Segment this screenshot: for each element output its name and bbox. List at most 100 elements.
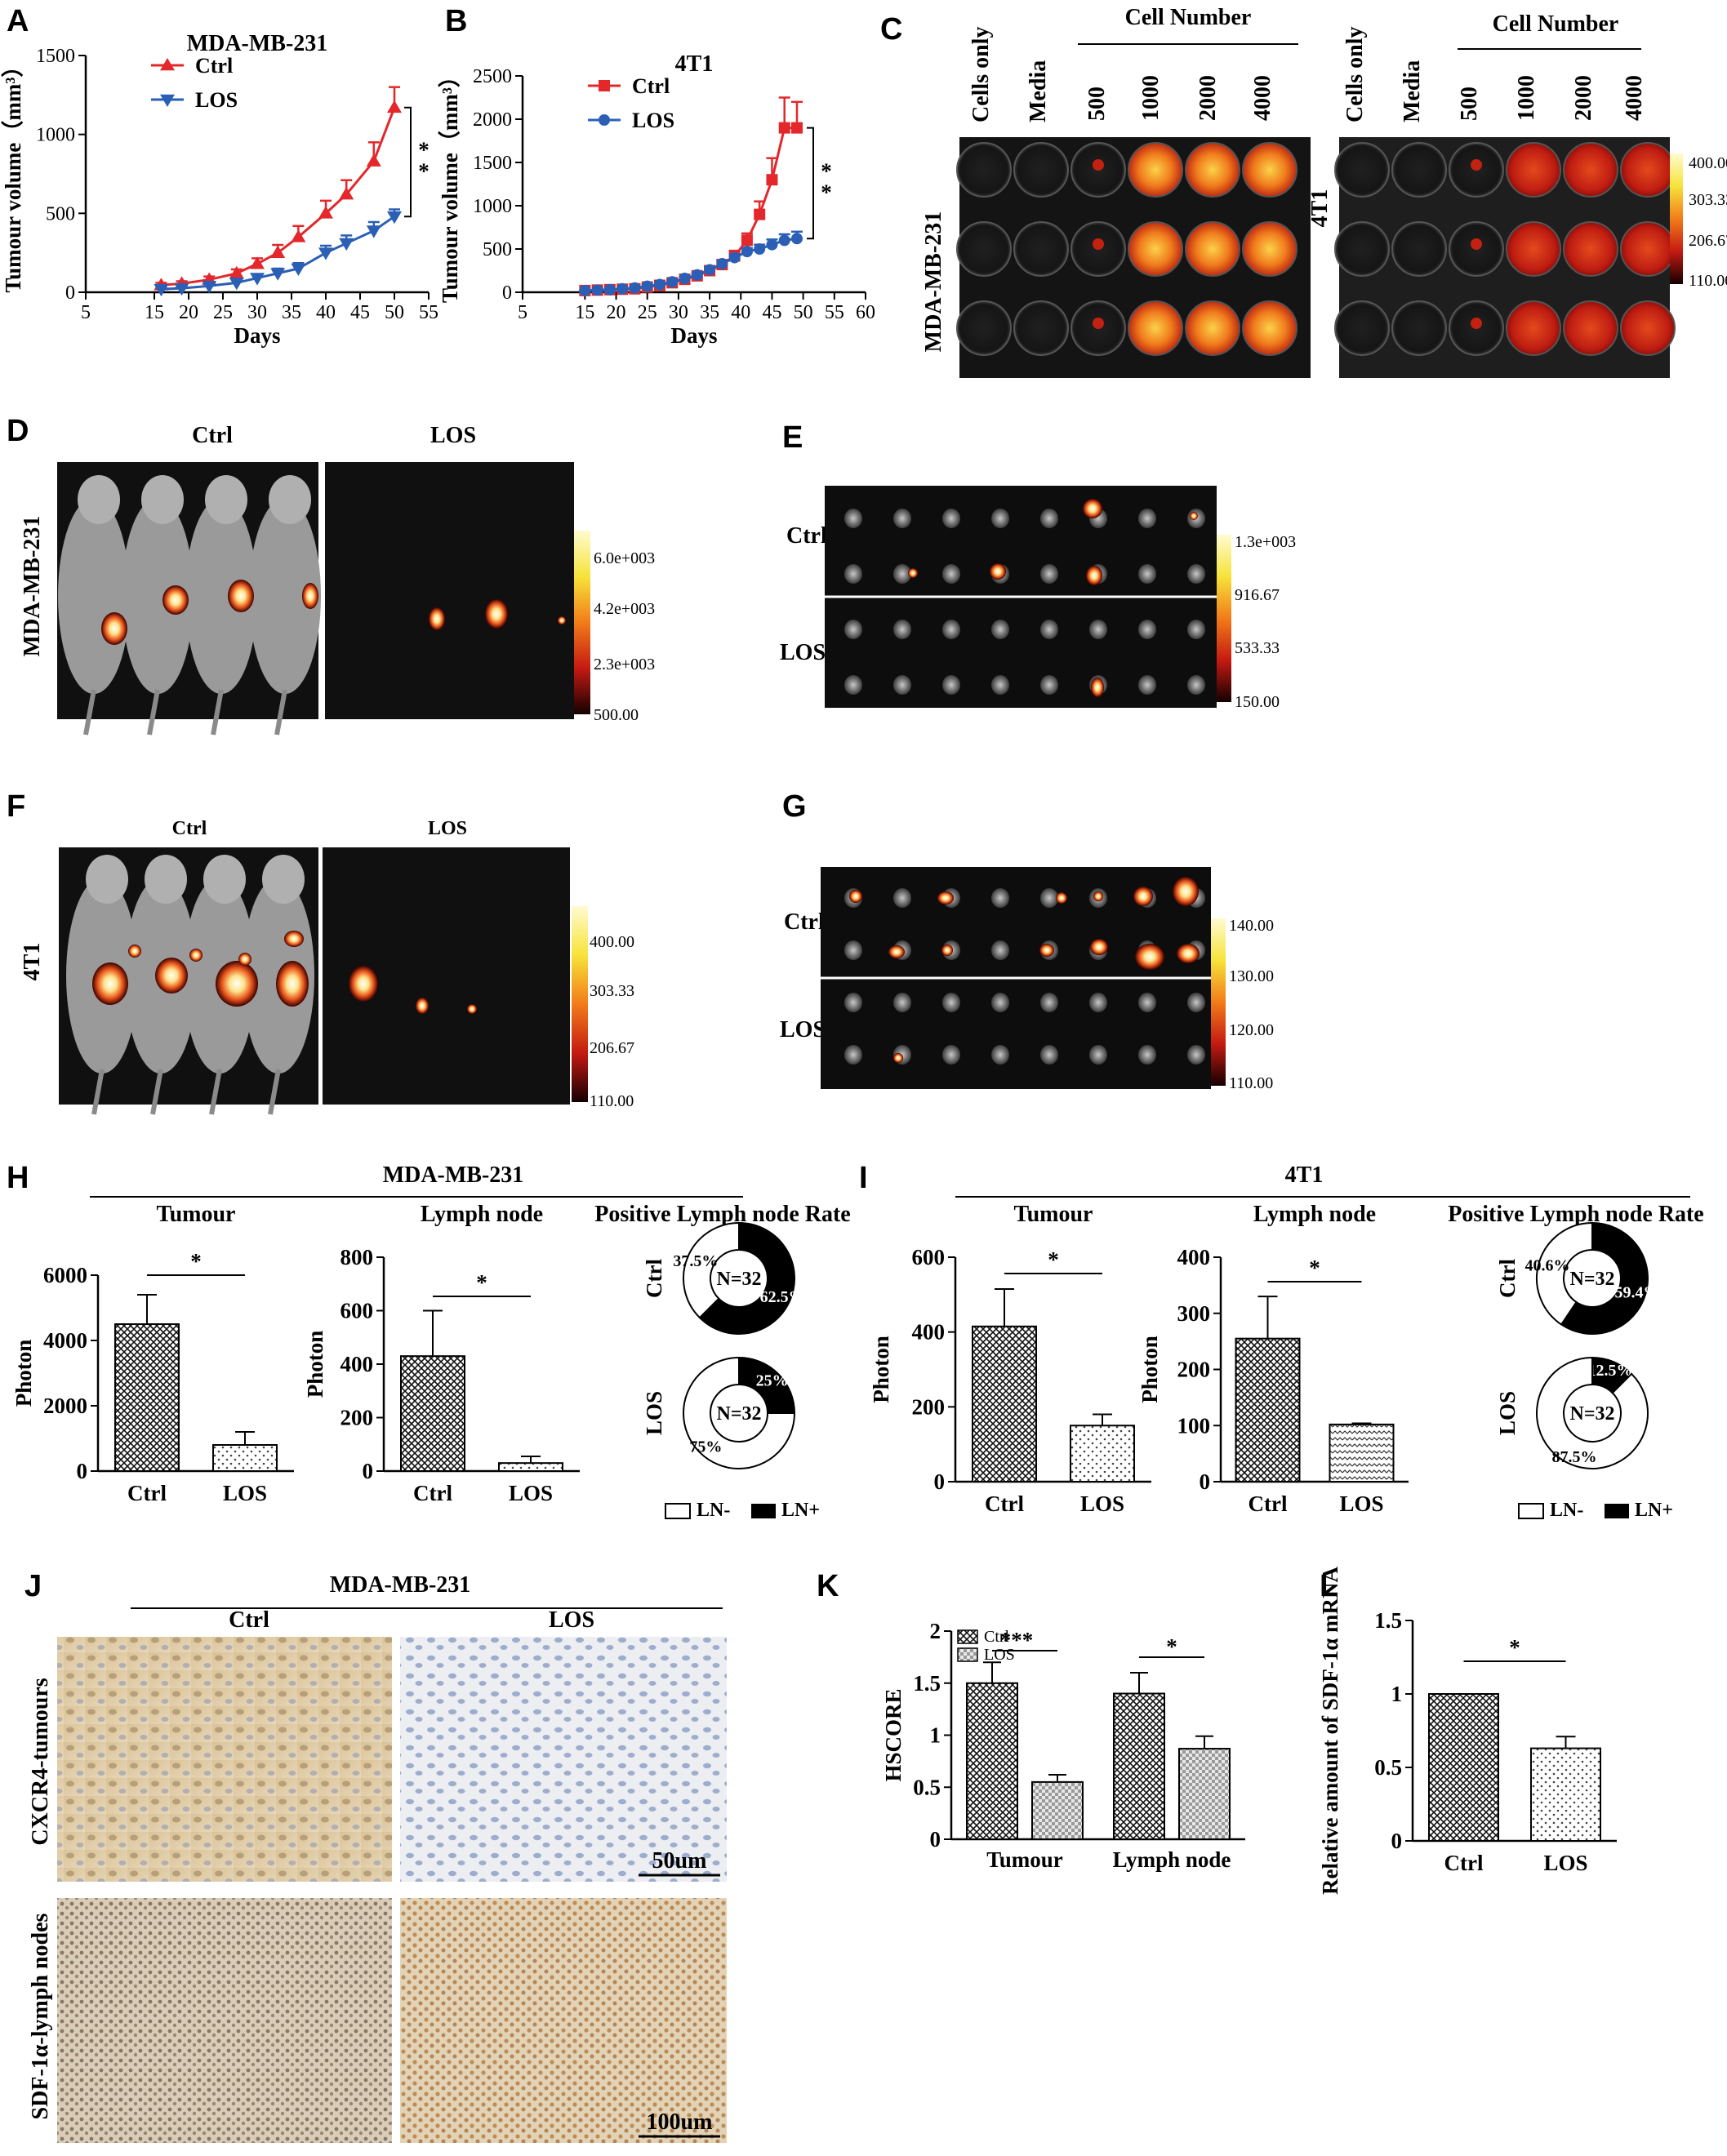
c-col-label: 2000 (1571, 75, 1596, 121)
x-tick-label: Ctrl (985, 1491, 1024, 1516)
well (1128, 142, 1183, 198)
f-colorbar (572, 906, 588, 1102)
x-tick-label: 45 (350, 302, 370, 323)
well (1013, 142, 1069, 198)
data-point-ctrl (387, 100, 402, 113)
data-point-los (641, 280, 653, 292)
y-tick-label: 2 (930, 1619, 941, 1643)
organ (991, 993, 1009, 1012)
significance-label: * (476, 1270, 487, 1295)
data-point-los (229, 278, 244, 291)
x-tick-label: Ctrl (413, 1481, 452, 1505)
well (1013, 300, 1069, 356)
g-row-los: LOS (780, 1017, 826, 1042)
legend-label: LN- (1550, 1500, 1583, 1521)
well-spot (1093, 238, 1104, 250)
data-point-ctrl (741, 234, 753, 247)
panel-label-b: B (445, 4, 467, 38)
d-scale-0: 6.0e+003 (594, 549, 655, 567)
y-tick-label: 0 (77, 1459, 88, 1483)
y-tick-label: 600 (341, 1299, 374, 1323)
c-col-label: Cells only (1342, 27, 1368, 122)
chart-title: MDA-MB-231 (187, 31, 328, 56)
organ (1040, 675, 1058, 695)
row-label: Ctrl (1495, 1259, 1520, 1298)
bar-ctrl (1235, 1337, 1301, 1483)
well (1013, 221, 1069, 277)
j-row-1: CXCR4-tumours (28, 1678, 53, 1845)
significance-label: * (1166, 1634, 1177, 1659)
x-tick-label: 45 (762, 302, 781, 323)
d-image-los (325, 462, 574, 719)
x-tick-label: 25 (213, 302, 233, 323)
y-tick-label: 200 (341, 1406, 374, 1430)
x-axis-label: Days (234, 323, 280, 348)
organ-signal (1056, 892, 1067, 904)
organ (942, 509, 960, 528)
j-image-los-lymph (400, 1898, 727, 2143)
f-group-ctrl: Ctrl (172, 818, 207, 839)
y-tick-label: 0.5 (1374, 1755, 1402, 1780)
data-point-los (754, 243, 766, 255)
slice-label: 37.5% (673, 1252, 718, 1270)
well (1391, 221, 1447, 277)
legend-label: LN- (697, 1500, 730, 1521)
row-label: LOS (642, 1391, 666, 1435)
mouse-head (86, 855, 128, 904)
g-scale-3: 110.00 (1229, 1074, 1273, 1092)
c-colorbar (1670, 153, 1683, 284)
legend-label: Ctrl (632, 74, 670, 98)
data-point-ctrl (366, 153, 381, 167)
f-row-label: 4T1 (20, 943, 45, 981)
organ (1040, 888, 1058, 908)
mouse-tail (83, 689, 96, 736)
c-group-label-2: Cell Number (1493, 11, 1619, 37)
bar-ctrl (966, 1682, 1018, 1840)
organ (1187, 1045, 1205, 1065)
h-header: MDA-MB-231 (383, 1162, 524, 1188)
legend-swatch-neg (665, 1503, 691, 1519)
mouse-head (145, 855, 187, 904)
data-point-ctrl (270, 245, 286, 258)
row-label: Ctrl (642, 1259, 666, 1298)
organ (1040, 564, 1058, 584)
x-tick-label: 40 (316, 302, 336, 323)
chart-title: Positive Lymph node Rate (594, 1202, 850, 1227)
chart-l-sdf: 0 0.5 1 1.5 Relative amount of SDF-1α mRNA Ct… (1318, 1566, 1617, 1895)
data-point-los (691, 269, 703, 281)
y-tick-label: 1500 (473, 153, 512, 174)
g-scale-2: 120.00 (1229, 1021, 1274, 1039)
well (956, 300, 1012, 356)
slice-ln-neg (683, 1356, 796, 1469)
signal-spot (349, 966, 378, 1002)
g-scale-0: 140.00 (1229, 917, 1274, 935)
slice-ln-pos (698, 1221, 795, 1335)
y-tick-label: 800 (341, 1245, 374, 1269)
data-point-los (318, 247, 333, 260)
slice-ln-neg (1536, 1356, 1649, 1469)
organ-signal (1133, 887, 1153, 906)
slice-ln-neg (683, 1221, 740, 1319)
data-point-ctrl (339, 187, 354, 200)
e-scale-2: 533.33 (1235, 639, 1280, 657)
y-tick-label: 400 (341, 1352, 374, 1376)
organ (942, 993, 960, 1012)
y-tick-label: 0 (1391, 1829, 1403, 1853)
x-tick-label: 40 (731, 302, 750, 323)
c-col-label: 1000 (1514, 75, 1539, 121)
organ (844, 564, 862, 584)
c-col-label: 500 (1457, 87, 1482, 121)
j-header: MDA-MB-231 (330, 1572, 471, 1598)
well-spot (1093, 159, 1104, 171)
c-col-label: 1000 (1138, 75, 1164, 121)
legend-label: Ctrl (195, 54, 233, 78)
data-point-ctrl (766, 174, 778, 186)
organ-signal (1090, 939, 1108, 955)
organ-signal (1135, 944, 1164, 970)
c-col-label: Media (1026, 60, 1051, 122)
organ-signal (849, 890, 862, 903)
data-point-los (579, 284, 591, 296)
mouse-tail (150, 1069, 163, 1115)
c-scale-2: 206.67 (1689, 232, 1727, 250)
